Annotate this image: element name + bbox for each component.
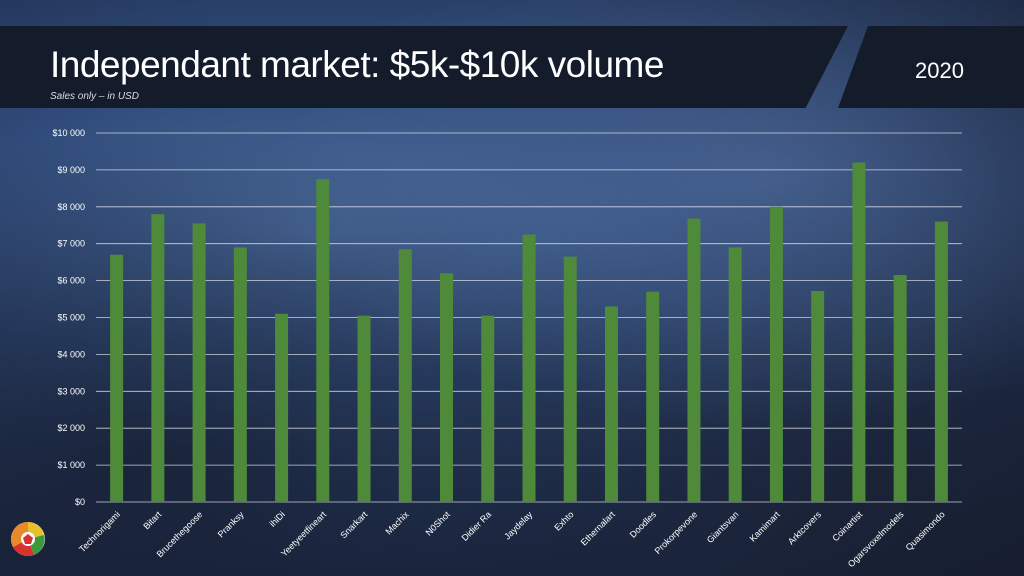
bar [481,315,495,502]
x-tick-label: Jaydelay [502,509,535,542]
bar [233,247,247,502]
x-tick-label: Quasimondo [904,509,947,552]
x-tick-label: Kamimart [748,509,783,544]
y-tick-label: $6 000 [57,276,85,286]
y-tick-label: $8 000 [57,202,85,212]
bar [893,275,907,502]
bar [316,179,330,502]
bar [687,218,701,502]
x-tick-label: Pranksy [216,509,246,539]
x-tick-label: Doodles [628,509,659,540]
x-tick-label: Prokorpevone [653,509,700,556]
x-tick-label: Giantsvan [705,509,741,545]
bar [646,291,660,502]
bar [357,315,371,502]
bar [852,162,866,502]
chart-subtitle: Sales only – in USD [50,91,139,102]
x-tick-label: Arktcovers [786,509,823,546]
bar [192,223,206,502]
x-tick-label: ihiDi [268,509,287,528]
x-tick-label: Bitart [141,509,163,531]
y-tick-label: $7 000 [57,239,85,249]
x-tick-label: Machix [383,509,411,537]
y-tick-label: $2 000 [57,423,85,433]
year-label: 2020 [915,58,964,83]
y-tick-label: $3 000 [57,386,85,396]
year-banner [838,26,1024,108]
y-tick-label: $0 [75,497,85,507]
x-tick-label: Exhto [552,509,575,532]
y-tick-label: $9 000 [57,165,85,175]
x-tick-label: Snarkart [338,509,369,540]
y-tick-label: $5 000 [57,313,85,323]
bar [728,247,742,502]
x-tick-label: Coinartist [830,509,864,543]
title-banner [0,26,848,108]
bar [110,254,124,502]
y-tick-label: $4 000 [57,349,85,359]
bar [769,206,783,503]
bar [151,214,165,502]
x-tick-label: Didier Ra [460,509,494,543]
chart-title: Independant market: $5k-$10k volume [50,44,664,85]
bar [440,273,454,502]
y-tick-label: $1 000 [57,460,85,470]
x-tick-label: Ethernalart [579,509,618,548]
bar [934,221,948,502]
logo-icon [10,522,45,557]
bar [398,249,412,502]
x-tick-label: N0Shot [424,509,453,538]
x-tick-label: Technorigami [77,509,122,554]
bar [604,306,618,502]
bar [275,313,289,502]
bar [811,290,825,502]
y-tick-label: $10 000 [52,128,85,138]
bar [522,234,536,502]
bar [563,256,577,502]
